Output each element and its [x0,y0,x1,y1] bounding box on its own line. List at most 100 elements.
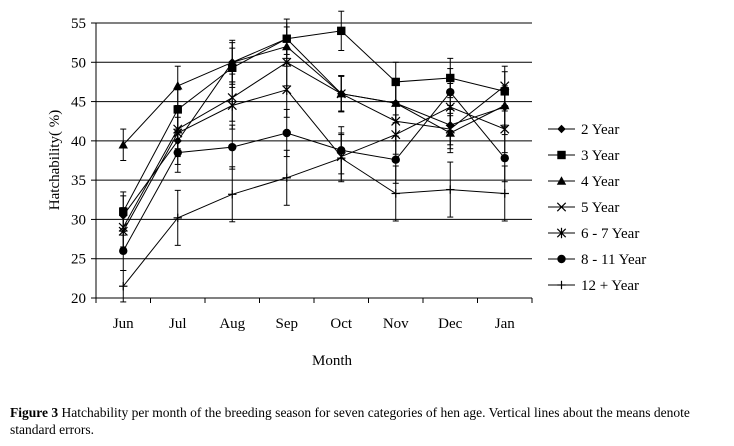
point-2-year [446,120,455,130]
series-line-5-year [122,61,506,228]
point-3-year [173,105,182,114]
point-4-year [173,81,183,90]
legend-label-3-year: 3 Year [581,148,619,164]
point-3-year [391,77,400,87]
point-4-year [118,140,128,149]
y-axis-title: Hatchability( %) [47,110,63,210]
x-tick-label: Jan [495,316,515,332]
series-line-8-11-year [122,91,506,252]
point-12-year [119,282,128,291]
legend-marker-5-year [556,202,567,212]
point-6-7-year [173,127,183,139]
point-4-year [227,57,237,66]
caption-label: Figure 3 [10,405,59,420]
point-12-year [173,213,182,223]
figure-caption: Figure 3 Hatchability per month of the b… [10,404,726,438]
point-8-11-year [446,87,455,97]
point-6-7-year [391,129,401,140]
x-tick-label: Jul [169,316,187,332]
caption-text: Hatchability per month of the breeding s… [10,405,690,437]
marker-stroke [282,57,292,67]
series-line-3-year [122,30,505,212]
point-5-year [336,89,346,99]
y-tick-label: 45 [71,95,86,111]
y-tick-label: 35 [71,173,86,189]
point-8-11-year [119,246,128,256]
legend-label-8-11-year: 8 - 11 Year [581,252,646,268]
point-5-year [445,124,455,134]
point-2-year [173,136,182,146]
point-12-year [282,173,291,182]
legend-marker-6-7-year [556,227,567,239]
point-3-year [228,63,237,72]
legend-marker-3-year [557,150,566,160]
point-4-year [391,98,401,107]
marker-stroke [556,202,567,212]
point-12-year [500,189,509,198]
point-4-year [500,100,510,110]
y-tick-label: 20 [71,291,86,307]
point-5-year [391,116,401,126]
y-tick-label: 25 [71,252,86,268]
hatchability-chart: 20 25 30 35 40 45 50 55 Jun Jul Aug Sep Oct Nov Dec Ja… [47,10,646,369]
point-8-11-year [500,153,509,163]
point-5-year [500,81,510,91]
point-8-11-year [228,142,237,152]
legend-label-4-year: 4 Year [581,174,619,190]
point-6-7-year [500,123,510,135]
point-6-7-year [118,226,128,237]
x-tick-label: Jun [113,316,134,332]
legend: 2 Year 3 Year 4 Year 5 Year 6 - 7 Year 8 - 11… [548,122,646,294]
legend-label-6-7-year: 6 - 7 Year [581,226,639,242]
y-tick-label: 30 [71,212,86,228]
legend-label-2-year: 2 Year [581,122,619,138]
x-tick-label: Sep [276,316,299,332]
series-line-12-year [122,157,505,287]
legend-marker-12-year [557,280,566,290]
series-markers [118,26,510,291]
y-tick-label: 55 [71,16,86,32]
point-3-year [500,87,509,96]
point-5-year [282,57,292,67]
legend-label-12-year: 12 + Year [581,278,639,294]
series-line-2-year [122,38,505,216]
point-8-11-year [282,128,291,138]
x-tick-label: Oct [330,316,352,332]
point-4-year [445,128,455,137]
x-tick-label: Nov [383,316,409,332]
y-tick-labels: 20 25 30 35 40 45 50 55 [71,16,86,307]
x-axis-title: Month [312,353,353,369]
point-6-7-year [227,100,237,111]
point-12-year [228,190,237,199]
legend-marker-4-year [556,176,567,185]
x-tick-label: Dec [438,316,462,332]
point-8-11-year [337,146,346,155]
point-5-year [227,93,237,103]
point-3-year [337,26,346,36]
point-12-year [391,189,400,198]
point-6-7-year [445,101,455,113]
marker-stroke [500,81,510,91]
point-3-year [446,73,455,83]
point-4-year [282,41,292,51]
axes [91,22,533,303]
y-tick-label: 40 [71,134,86,150]
x-tick-label: Aug [219,316,245,332]
point-12-year [446,185,455,194]
point-12-year [337,153,346,163]
legend-marker-8-11-year [557,254,566,264]
point-8-11-year [391,155,400,164]
series-lines [122,30,506,287]
y-tick-label: 50 [71,55,86,71]
point-3-year [282,34,291,43]
point-6-7-year [282,84,292,95]
marker-stroke [227,93,237,103]
gridlines [96,22,532,260]
point-3-year [119,207,128,216]
x-tick-labels: Jun Jul Aug Sep Oct Nov Dec Jan [113,316,515,332]
legend-label-5-year: 5 Year [581,200,619,216]
legend-marker-2-year [557,124,566,134]
series-line-6-7-year [122,89,505,232]
point-8-11-year [173,148,182,157]
marker-stroke [336,89,346,99]
